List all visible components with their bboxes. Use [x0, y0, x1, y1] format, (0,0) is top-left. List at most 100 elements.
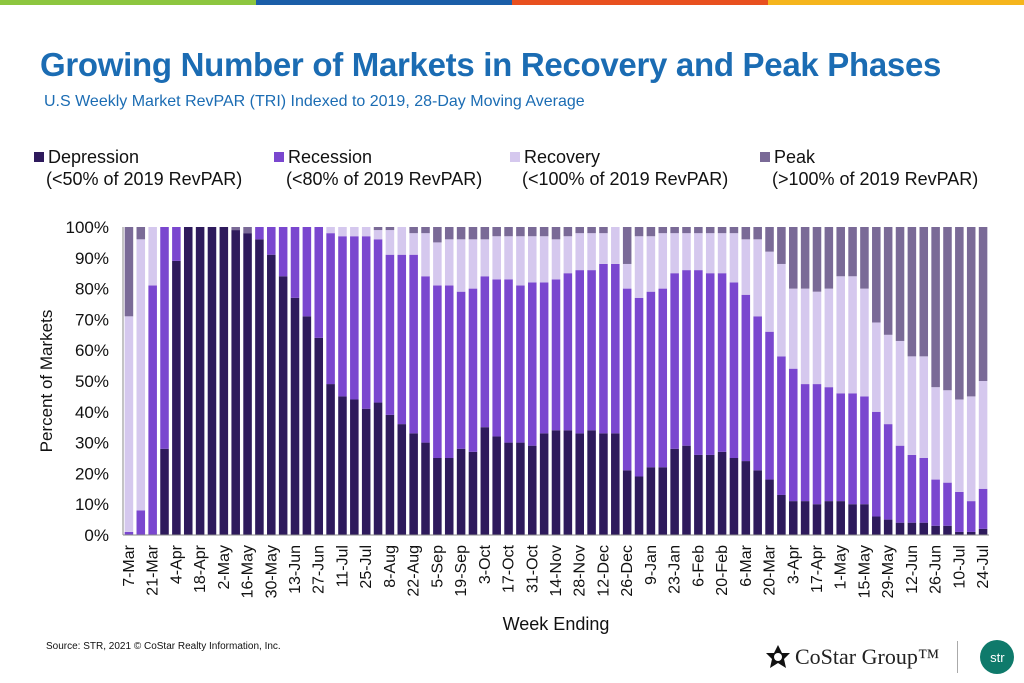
bar-recession-35 — [539, 282, 549, 434]
bar-depression-65 — [895, 522, 905, 535]
source-note: Source: STR, 2021 © CoStar Realty Inform… — [46, 641, 281, 652]
bar-peak-68 — [931, 227, 940, 388]
bar-peak-22 — [385, 227, 395, 231]
bar-depression-20 — [361, 408, 371, 535]
bar-recession-62 — [860, 396, 869, 505]
bar-recovery-55 — [777, 263, 786, 357]
bar-peak-44 — [646, 227, 656, 237]
bar-recovery-1 — [136, 239, 146, 511]
bar-depression-55 — [777, 494, 786, 535]
brand-bar-blue — [256, 0, 512, 5]
bar-recovery-22 — [385, 230, 395, 255]
stacked-bar-chart: 0% 10% 20% 30% 40% 50% 60% 70% 80% 90% 100% 7-Mar 21… — [37, 218, 992, 634]
bar-peak-0 — [124, 227, 134, 317]
y-tick-label: 50% — [75, 372, 109, 391]
bar-peak-59 — [824, 227, 834, 289]
bar-depression-18 — [338, 396, 347, 535]
bar-peak-46 — [670, 227, 679, 234]
bar-peak-31 — [492, 227, 501, 237]
bar-depression-17 — [326, 384, 335, 535]
legend-swatch — [510, 152, 520, 162]
y-tick-label: 70% — [75, 310, 109, 329]
bar-peak-28 — [456, 227, 466, 240]
bar-peak-45 — [658, 227, 668, 234]
bar-peak-26 — [433, 227, 442, 243]
bar-recovery-33 — [516, 236, 525, 286]
x-tick-label: 17-Oct — [501, 544, 518, 593]
bar-peak-33 — [516, 227, 525, 237]
bar-peak-50 — [717, 227, 727, 234]
bar-recovery-68 — [931, 387, 940, 480]
bar-peak-63 — [872, 227, 881, 323]
bar-depression-69 — [943, 525, 952, 535]
bar-depression-36 — [551, 430, 561, 535]
bar-recession-25 — [421, 276, 430, 443]
bar-recession-34 — [528, 282, 537, 446]
bar-recovery-39 — [587, 233, 596, 271]
x-tick-label: 20-Mar — [762, 544, 779, 595]
y-tick-label: 40% — [75, 403, 109, 422]
bar-recession-20 — [361, 236, 371, 409]
bar-recession-3 — [160, 227, 169, 449]
bar-recovery-52 — [741, 239, 751, 295]
bar-depression-39 — [587, 430, 596, 535]
costar-brand: CoStar Group™ — [795, 644, 940, 669]
bar-peak-69 — [943, 227, 952, 391]
bar-recession-13 — [278, 227, 288, 277]
bar-depression-57 — [800, 501, 810, 535]
bar-depression-16 — [314, 337, 324, 535]
legend-description: (<100% of 2019 RevPAR) — [522, 169, 729, 189]
bar-depression-61 — [848, 504, 857, 535]
bar-peak-52 — [741, 227, 751, 240]
x-tick-label: 14-Nov — [548, 545, 565, 597]
bar-peak-9 — [231, 227, 240, 231]
bar-peak-60 — [836, 227, 845, 277]
bar-recession-54 — [765, 331, 774, 480]
bar-depression-7 — [207, 227, 217, 535]
x-tick-label: 7-Mar — [121, 544, 138, 586]
bar-depression-45 — [658, 467, 668, 535]
bar-depression-9 — [231, 230, 240, 535]
bar-peak-66 — [907, 227, 917, 357]
bar-peak-71 — [966, 227, 976, 397]
bar-depression-34 — [528, 445, 537, 535]
bar-recovery-42 — [622, 263, 632, 289]
bar-recession-27 — [444, 285, 454, 458]
bar-peak-53 — [753, 227, 762, 240]
bar-recession-47 — [682, 270, 691, 446]
x-tick-label: 6-Feb — [690, 545, 707, 587]
bar-recession-14 — [290, 227, 300, 298]
legend-description: (>100% of 2019 RevPAR) — [772, 169, 979, 189]
legend-swatch — [274, 152, 284, 162]
bar-recession-40 — [599, 263, 608, 434]
x-tick-label: 12-Jun — [904, 545, 921, 594]
bar-recession-69 — [943, 482, 952, 526]
bar-recovery-67 — [919, 356, 929, 458]
y-tick-label: 10% — [75, 495, 109, 514]
y-axis-title: Percent of Markets — [37, 310, 56, 453]
bar-peak-25 — [421, 227, 430, 234]
bar-peak-29 — [468, 227, 478, 240]
bar-recovery-0 — [124, 316, 134, 532]
bar-depression-29 — [468, 451, 478, 535]
y-tick-label: 20% — [75, 464, 109, 483]
bar-depression-72 — [978, 528, 988, 535]
bar-recession-60 — [836, 393, 845, 502]
legend-item-depression: Depression (<50% of 2019 RevPAR) — [34, 146, 242, 190]
page-subtitle: U.S Weekly Market RevPAR (TRI) Indexed t… — [44, 93, 585, 110]
bar-recovery-72 — [978, 381, 988, 489]
bar-recovery-21 — [373, 230, 383, 240]
bar-recovery-32 — [504, 236, 513, 280]
bar-recovery-57 — [800, 288, 810, 385]
bar-peak-39 — [587, 227, 596, 234]
x-tick-label: 16-May — [240, 545, 257, 598]
bar-recovery-58 — [812, 291, 822, 385]
bar-recovery-17 — [326, 227, 335, 234]
bar-depression-51 — [729, 458, 739, 535]
bar-recession-17 — [326, 233, 335, 385]
bar-depression-30 — [480, 427, 490, 535]
bar-recession-41 — [611, 263, 620, 434]
bar-recovery-30 — [480, 239, 490, 277]
x-tick-label: 3-Apr — [785, 544, 802, 584]
bar-recovery-61 — [848, 276, 857, 394]
